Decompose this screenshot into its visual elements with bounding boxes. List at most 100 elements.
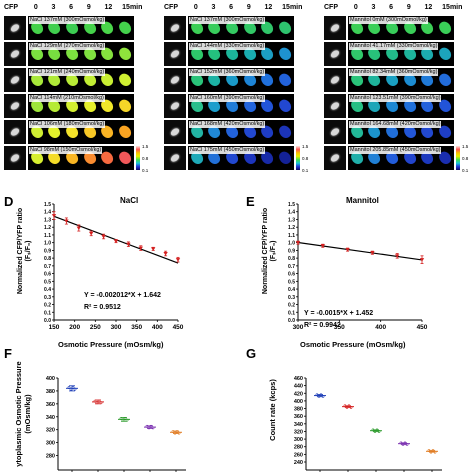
cell-shape — [169, 74, 181, 86]
y-tick-label: 360 — [46, 402, 55, 408]
replicate-point — [151, 426, 155, 430]
replicate-point — [319, 393, 323, 397]
colorbar-tick: 1.5 — [462, 144, 469, 149]
cfp-image — [4, 68, 26, 92]
time-frame — [276, 120, 294, 144]
time-label: 6 — [229, 4, 234, 11]
fit-line — [297, 241, 423, 261]
panel-letter-g: G — [246, 346, 257, 361]
replicate-point — [95, 401, 99, 405]
time-label: 0 — [193, 4, 198, 11]
y-tick-label: 0.3 — [288, 295, 295, 301]
cell-shape — [116, 149, 134, 167]
cfp-header: CFP — [324, 4, 338, 11]
replicate-point — [377, 430, 381, 433]
cfp-image — [164, 42, 186, 66]
replicate-point — [317, 394, 321, 398]
replicate-point — [71, 386, 75, 389]
data-point — [295, 241, 301, 245]
x-tick-label: 150 — [49, 324, 60, 331]
cfp-image — [4, 42, 26, 66]
replicate-point — [123, 417, 127, 420]
y-tick-label: 1.0 — [288, 241, 295, 247]
time-label: 9 — [406, 4, 411, 11]
colorbar-tick: 1.5 — [142, 144, 149, 149]
panel-letter-d: D — [4, 194, 14, 209]
x-tick-label: 350 — [334, 324, 345, 331]
cell-shape — [116, 97, 134, 115]
time-label: 15min — [122, 4, 143, 11]
time-frame — [116, 120, 134, 144]
cell-shape — [276, 45, 294, 63]
data-point — [64, 219, 69, 224]
condition-label: NaCl 129mM (270mOsmol/kg) — [29, 43, 106, 50]
time-label: 9 — [246, 4, 251, 11]
colorbar — [136, 146, 140, 170]
replicate-point — [93, 399, 97, 403]
condition-label: NaCl 152mM (360mOsmol/kg) — [189, 69, 266, 76]
chart-d-nacl: 0.0 0.10.2 0.3 0.4 0.50.6 0.7 0.8 0.91.0 1.1 1.2 1… — [44, 202, 184, 331]
colorbar-tick: 0.1 — [142, 168, 149, 173]
replicate-point — [73, 387, 77, 391]
condition-label: NaCl 175mM (450mOsmol/kg) — [189, 147, 266, 154]
chart-d-equation: Y = -0.002012*X + 1.642 — [84, 292, 161, 299]
microscopy-panel-3: CFP 0 3 6 9 12 15min Mannitol 0mM (300mOsmol/kg… — [324, 0, 470, 173]
condition-label: NaCl 106mM (180mOsmol/kg) — [29, 121, 106, 128]
data-point — [126, 242, 131, 247]
y-tick-label: 280 — [294, 445, 303, 451]
y-tick-label: 0.2 — [44, 303, 51, 309]
cell-shape — [9, 126, 21, 138]
condition-label: NaCl 121mM (240mOsmol/kg) — [29, 69, 106, 76]
condition-label: NaCl 114mM (210mOsmol/kg) — [29, 95, 105, 102]
replicate-point — [431, 449, 435, 452]
cell-shape — [329, 74, 341, 86]
cfp-image — [324, 68, 346, 92]
y-tick-label: 1.1 — [288, 233, 295, 239]
y-tick-label: 360 — [294, 414, 303, 420]
colorbar-tick: 0.8 — [302, 156, 309, 161]
y-tick-label: 340 — [294, 422, 303, 428]
colorbar-tick: 0.8 — [462, 156, 469, 161]
time-label: 3 — [51, 4, 56, 11]
chart-g-ylabel: Count rate (kcps) — [268, 379, 277, 441]
cell-shape — [276, 123, 294, 141]
data-point — [151, 247, 156, 251]
data-point — [101, 234, 106, 239]
y-tick-label: 380 — [46, 389, 55, 395]
y-tick-label: 320 — [46, 428, 55, 434]
time-label: 15min — [282, 4, 303, 11]
condition-label: Mannitol 0mM (300mOsmol/kg) — [349, 17, 428, 24]
cfp-image — [4, 94, 26, 118]
condition-label: NaCl 137mM (300mOsmol/kg) — [29, 17, 106, 24]
data-point — [345, 248, 350, 252]
cfp-image — [164, 94, 186, 118]
replicate-point — [321, 394, 325, 398]
replicate-point — [401, 443, 405, 446]
x-tick-label: 200 — [69, 324, 80, 331]
cfp-image — [164, 16, 186, 40]
condition-label: NaCl 98mM (150mOsmol/kg) — [29, 147, 103, 154]
panel-letter-e: E — [246, 194, 255, 209]
cell-shape — [169, 152, 181, 164]
replicate-point — [173, 431, 177, 435]
time-frame — [116, 42, 134, 66]
cell-shape — [276, 149, 294, 167]
colorbar-tick: 0.1 — [302, 168, 309, 173]
y-tick-label: 240 — [294, 460, 303, 466]
time-frame — [276, 16, 294, 40]
chart-f-cytoplasmic-osmotic-pressure: 280 300 320 340 360 380 400 — [46, 376, 186, 472]
replicate-point — [345, 406, 349, 409]
chart-d-xlabel: Osmotic Pressure (mOsm/kg) — [58, 340, 164, 349]
y-tick-label: 400 — [294, 399, 303, 405]
chart-e-equation: Y = -0.0015*X + 1.452 — [304, 310, 374, 317]
replicate-point — [403, 441, 407, 445]
y-tick-label: 1.5 — [44, 202, 51, 208]
cfp-image — [4, 146, 26, 170]
microscopy-panel-2: CFP 0 3 6 9 12 15min NaCl 137mM (300mOsmol/kg) N… — [164, 0, 310, 173]
y-tick-label: 1.4 — [44, 210, 51, 216]
y-tick-label: 0.1 — [288, 310, 295, 316]
condition-label: Mannitol 41.17mM (330mOsmol/kg) — [349, 43, 439, 50]
replicate-point — [171, 430, 175, 433]
y-tick-label: 0.0 — [44, 318, 51, 324]
y-tick-label: 1.0 — [44, 241, 51, 247]
